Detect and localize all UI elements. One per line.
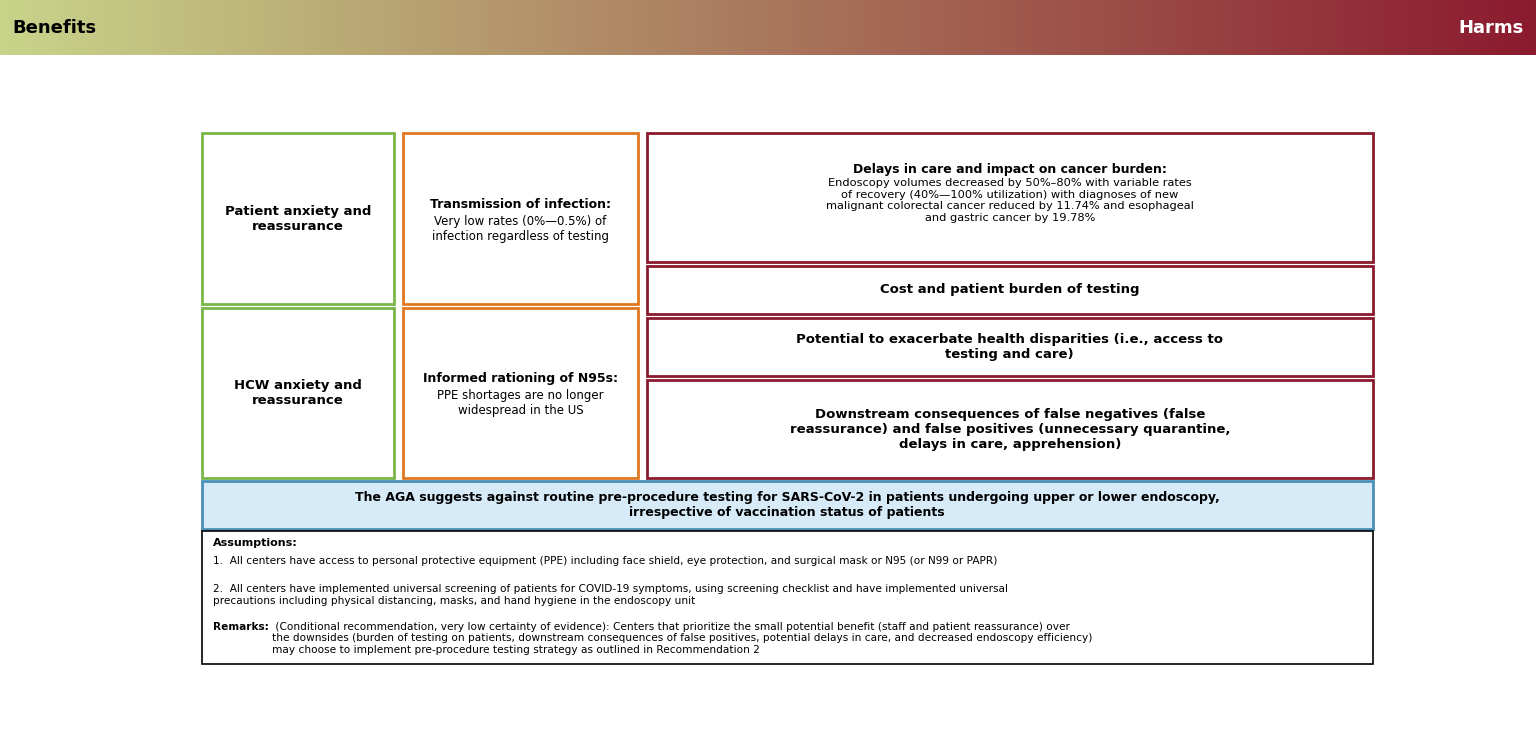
- FancyBboxPatch shape: [402, 134, 639, 304]
- Text: Very low rates (0%—0.5%) of
infection regardless of testing: Very low rates (0%—0.5%) of infection re…: [432, 215, 610, 243]
- FancyBboxPatch shape: [201, 308, 395, 479]
- FancyBboxPatch shape: [201, 481, 1373, 529]
- Text: (Conditional recommendation, very low certainty of evidence): Centers that prior: (Conditional recommendation, very low ce…: [272, 622, 1092, 655]
- Text: Assumptions:: Assumptions:: [214, 539, 298, 548]
- Text: Patient anxiety and
reassurance: Patient anxiety and reassurance: [224, 205, 372, 233]
- FancyBboxPatch shape: [201, 531, 1373, 663]
- Text: Downstream consequences of false negatives (false
reassurance) and false positiv: Downstream consequences of false negativ…: [790, 408, 1230, 450]
- Text: Harms: Harms: [1459, 19, 1524, 37]
- Text: Remarks:: Remarks:: [214, 622, 269, 632]
- FancyBboxPatch shape: [647, 317, 1373, 376]
- FancyBboxPatch shape: [402, 308, 639, 479]
- Text: PPE shortages are no longer
widespread in the US: PPE shortages are no longer widespread i…: [438, 389, 604, 418]
- Text: Cost and patient burden of testing: Cost and patient burden of testing: [880, 283, 1140, 297]
- Text: HCW anxiety and
reassurance: HCW anxiety and reassurance: [233, 379, 362, 407]
- Text: Delays in care and impact on cancer burden:: Delays in care and impact on cancer burd…: [852, 163, 1167, 176]
- FancyBboxPatch shape: [647, 266, 1373, 314]
- FancyBboxPatch shape: [201, 134, 395, 304]
- Text: Transmission of infection:: Transmission of infection:: [430, 198, 611, 211]
- Text: Endoscopy volumes decreased by 50%–80% with variable rates
of recovery (40%—100%: Endoscopy volumes decreased by 50%–80% w…: [826, 179, 1193, 223]
- Text: Potential to exacerbate health disparities (i.e., access to
testing and care): Potential to exacerbate health dispariti…: [796, 333, 1223, 361]
- FancyBboxPatch shape: [647, 379, 1373, 479]
- FancyBboxPatch shape: [647, 134, 1373, 262]
- Text: Benefits: Benefits: [12, 19, 97, 37]
- Text: 2.  All centers have implemented universal screening of patients for COVID-19 sy: 2. All centers have implemented universa…: [214, 584, 1009, 606]
- Text: The AGA suggests against routine pre-procedure testing for SARS-CoV-2 in patient: The AGA suggests against routine pre-pro…: [355, 491, 1220, 519]
- Text: 1.  All centers have access to personal protective equipment (PPE) including fac: 1. All centers have access to personal p…: [214, 556, 998, 565]
- Text: Informed rationing of N95s:: Informed rationing of N95s:: [422, 372, 617, 385]
